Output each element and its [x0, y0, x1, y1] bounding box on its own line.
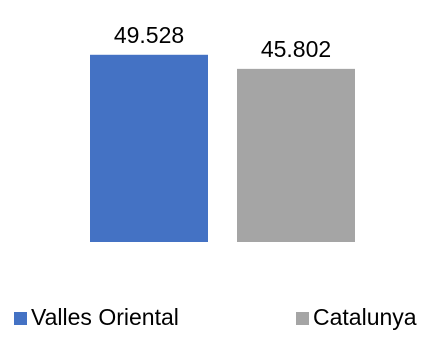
data-label-catalunya: 45.802	[261, 36, 331, 62]
bar-catalunya	[237, 68, 355, 242]
legend-label-valles-oriental: Valles Oriental	[31, 304, 179, 330]
legend-swatch-valles-oriental	[14, 312, 27, 325]
bar-valles-oriental	[90, 54, 208, 242]
legend-swatch-catalunya	[296, 312, 309, 325]
data-label-valles-oriental: 49.528	[114, 22, 184, 48]
legend-label-catalunya: Catalunya	[313, 304, 417, 330]
